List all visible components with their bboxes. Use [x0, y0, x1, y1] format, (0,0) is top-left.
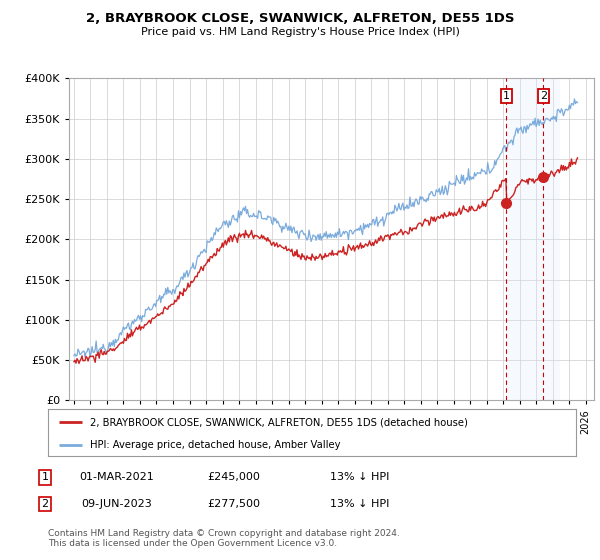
Text: 01-MAR-2021: 01-MAR-2021 — [80, 472, 154, 482]
Text: HPI: Average price, detached house, Amber Valley: HPI: Average price, detached house, Ambe… — [90, 440, 341, 450]
Text: £277,500: £277,500 — [208, 499, 260, 509]
Text: 2, BRAYBROOK CLOSE, SWANWICK, ALFRETON, DE55 1DS (detached house): 2, BRAYBROOK CLOSE, SWANWICK, ALFRETON, … — [90, 417, 468, 427]
Text: 1: 1 — [41, 472, 49, 482]
Text: 2: 2 — [41, 499, 49, 509]
Text: 1: 1 — [503, 91, 509, 101]
Text: 13% ↓ HPI: 13% ↓ HPI — [331, 499, 389, 509]
Text: Contains HM Land Registry data © Crown copyright and database right 2024.
This d: Contains HM Land Registry data © Crown c… — [48, 529, 400, 548]
Text: 2: 2 — [540, 91, 547, 101]
Text: Price paid vs. HM Land Registry's House Price Index (HPI): Price paid vs. HM Land Registry's House … — [140, 27, 460, 37]
Text: 2, BRAYBROOK CLOSE, SWANWICK, ALFRETON, DE55 1DS: 2, BRAYBROOK CLOSE, SWANWICK, ALFRETON, … — [86, 12, 514, 25]
Text: 13% ↓ HPI: 13% ↓ HPI — [331, 472, 389, 482]
Bar — [506, 78, 560, 400]
Text: £245,000: £245,000 — [208, 472, 260, 482]
Text: 09-JUN-2023: 09-JUN-2023 — [82, 499, 152, 509]
